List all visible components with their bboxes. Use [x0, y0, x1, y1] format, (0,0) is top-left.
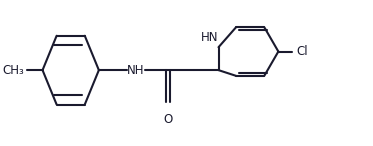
Text: NH: NH: [127, 64, 145, 77]
Text: CH₃: CH₃: [2, 64, 24, 77]
Text: Cl: Cl: [296, 45, 308, 58]
Text: HN: HN: [201, 31, 219, 44]
Text: O: O: [163, 113, 172, 126]
